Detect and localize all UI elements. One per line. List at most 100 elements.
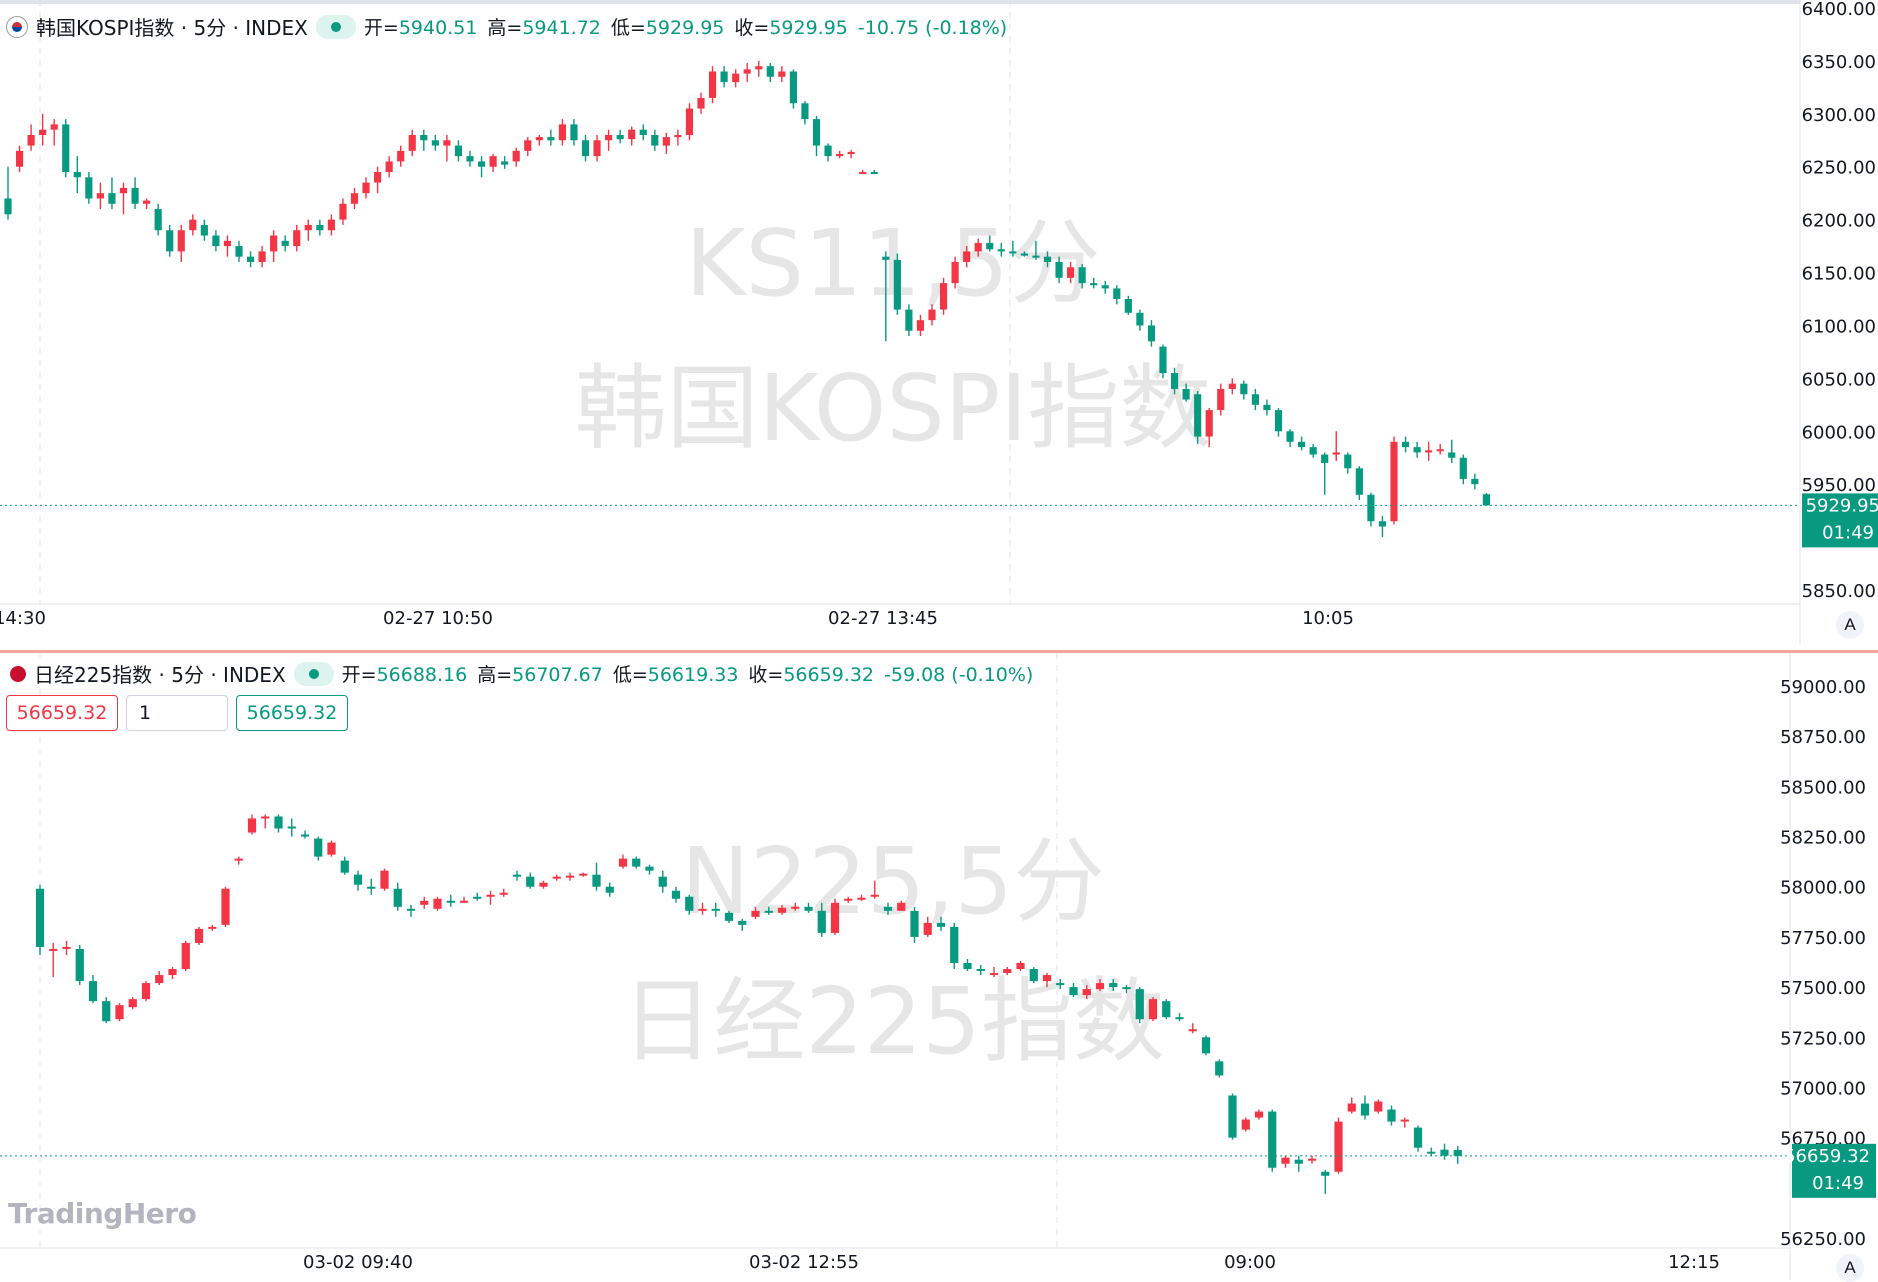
candle[interactable] xyxy=(367,878,376,895)
candle[interactable] xyxy=(258,246,266,268)
candle[interactable] xyxy=(893,253,901,315)
candle[interactable] xyxy=(789,69,797,109)
candle[interactable] xyxy=(327,840,336,857)
candle[interactable] xyxy=(1427,1147,1436,1156)
candle[interactable] xyxy=(616,129,624,144)
candle[interactable] xyxy=(1042,973,1052,988)
candle[interactable] xyxy=(397,145,405,167)
auto-scale-button[interactable]: A xyxy=(1836,1254,1864,1282)
candle[interactable] xyxy=(62,119,70,178)
candle[interactable] xyxy=(1378,515,1387,538)
candle[interactable] xyxy=(1482,492,1490,506)
candle[interactable] xyxy=(1067,261,1075,284)
candle[interactable] xyxy=(454,140,463,162)
market-status-icon[interactable] xyxy=(315,14,356,39)
candle[interactable] xyxy=(128,997,137,1010)
candle[interactable] xyxy=(836,150,844,159)
candle[interactable] xyxy=(605,882,614,897)
market-status-icon[interactable] xyxy=(293,661,334,686)
candle[interactable] xyxy=(844,896,853,903)
candle[interactable] xyxy=(1136,309,1144,331)
candle[interactable] xyxy=(1095,979,1105,992)
candle[interactable] xyxy=(1122,985,1131,994)
candle[interactable] xyxy=(340,856,349,875)
candle[interactable] xyxy=(189,214,197,236)
candle[interactable] xyxy=(539,880,548,889)
candle[interactable] xyxy=(766,63,774,83)
candle[interactable] xyxy=(974,238,982,257)
candle[interactable] xyxy=(314,836,323,861)
candle[interactable] xyxy=(166,224,174,257)
candle[interactable] xyxy=(951,256,959,289)
candle[interactable] xyxy=(685,103,694,141)
candle[interactable] xyxy=(443,134,451,162)
candle[interactable] xyxy=(1268,1109,1277,1172)
candle[interactable] xyxy=(1228,1093,1237,1140)
buy-price-button[interactable]: 56659.32 xyxy=(236,695,348,731)
candle[interactable] xyxy=(459,896,469,903)
candle[interactable] xyxy=(234,856,243,865)
candle[interactable] xyxy=(1124,295,1132,315)
n225-symbol-title[interactable]: 日经225指数 · 5分 · INDEX xyxy=(34,663,286,687)
candle[interactable] xyxy=(1367,492,1375,527)
candle[interactable] xyxy=(350,187,359,210)
candle[interactable] xyxy=(1436,443,1444,455)
candle[interactable] xyxy=(976,965,985,976)
candle[interactable] xyxy=(674,129,682,146)
candle[interactable] xyxy=(1217,383,1225,416)
candle[interactable] xyxy=(685,894,694,915)
candle[interactable] xyxy=(1387,1105,1396,1126)
candle[interactable] xyxy=(1251,388,1259,411)
candle[interactable] xyxy=(181,940,190,972)
candle[interactable] xyxy=(486,890,495,905)
candle[interactable] xyxy=(1188,1023,1197,1034)
candle[interactable] xyxy=(1321,452,1329,495)
candle[interactable] xyxy=(473,892,482,901)
candle[interactable] xyxy=(618,854,628,869)
candle[interactable] xyxy=(777,904,787,915)
candle[interactable] xyxy=(1390,436,1398,525)
candle[interactable] xyxy=(639,124,647,141)
candle[interactable] xyxy=(817,902,826,937)
candle[interactable] xyxy=(658,870,667,893)
auto-scale-button[interactable]: A xyxy=(1836,611,1864,639)
candle[interactable] xyxy=(1332,431,1340,461)
candle[interactable] xyxy=(605,129,613,151)
candle[interactable] xyxy=(49,942,58,978)
candle[interactable] xyxy=(108,177,116,210)
candle[interactable] xyxy=(936,916,946,931)
candle[interactable] xyxy=(1286,429,1294,448)
candle[interactable] xyxy=(466,150,474,167)
candle[interactable] xyxy=(168,967,177,980)
candle[interactable] xyxy=(1254,1109,1264,1120)
candle[interactable] xyxy=(73,156,81,194)
candle[interactable] xyxy=(1135,987,1144,1024)
candle[interactable] xyxy=(764,906,773,915)
candle[interactable] xyxy=(928,304,936,326)
candle[interactable] xyxy=(304,219,312,241)
candle[interactable] xyxy=(524,137,532,157)
candle[interactable] xyxy=(1440,1143,1449,1160)
candle[interactable] xyxy=(39,113,47,146)
candle[interactable] xyxy=(1374,1099,1383,1114)
candle[interactable] xyxy=(592,862,601,891)
candle[interactable] xyxy=(923,916,932,937)
candle[interactable] xyxy=(552,874,561,881)
candle[interactable] xyxy=(247,814,257,835)
pane-divider[interactable] xyxy=(0,650,1878,653)
candle[interactable] xyxy=(1294,1155,1303,1172)
candle[interactable] xyxy=(1241,1117,1250,1132)
candle[interactable] xyxy=(1360,1095,1370,1120)
candle[interactable] xyxy=(1263,399,1271,416)
candle[interactable] xyxy=(526,872,535,889)
candle[interactable] xyxy=(579,872,588,877)
candle[interactable] xyxy=(316,219,324,236)
candle[interactable] xyxy=(724,910,734,923)
candle[interactable] xyxy=(212,230,220,252)
candle[interactable] xyxy=(708,66,717,104)
candle[interactable] xyxy=(300,830,310,839)
candle[interactable] xyxy=(1056,979,1065,990)
candle[interactable] xyxy=(115,1003,124,1022)
candle[interactable] xyxy=(897,900,906,911)
